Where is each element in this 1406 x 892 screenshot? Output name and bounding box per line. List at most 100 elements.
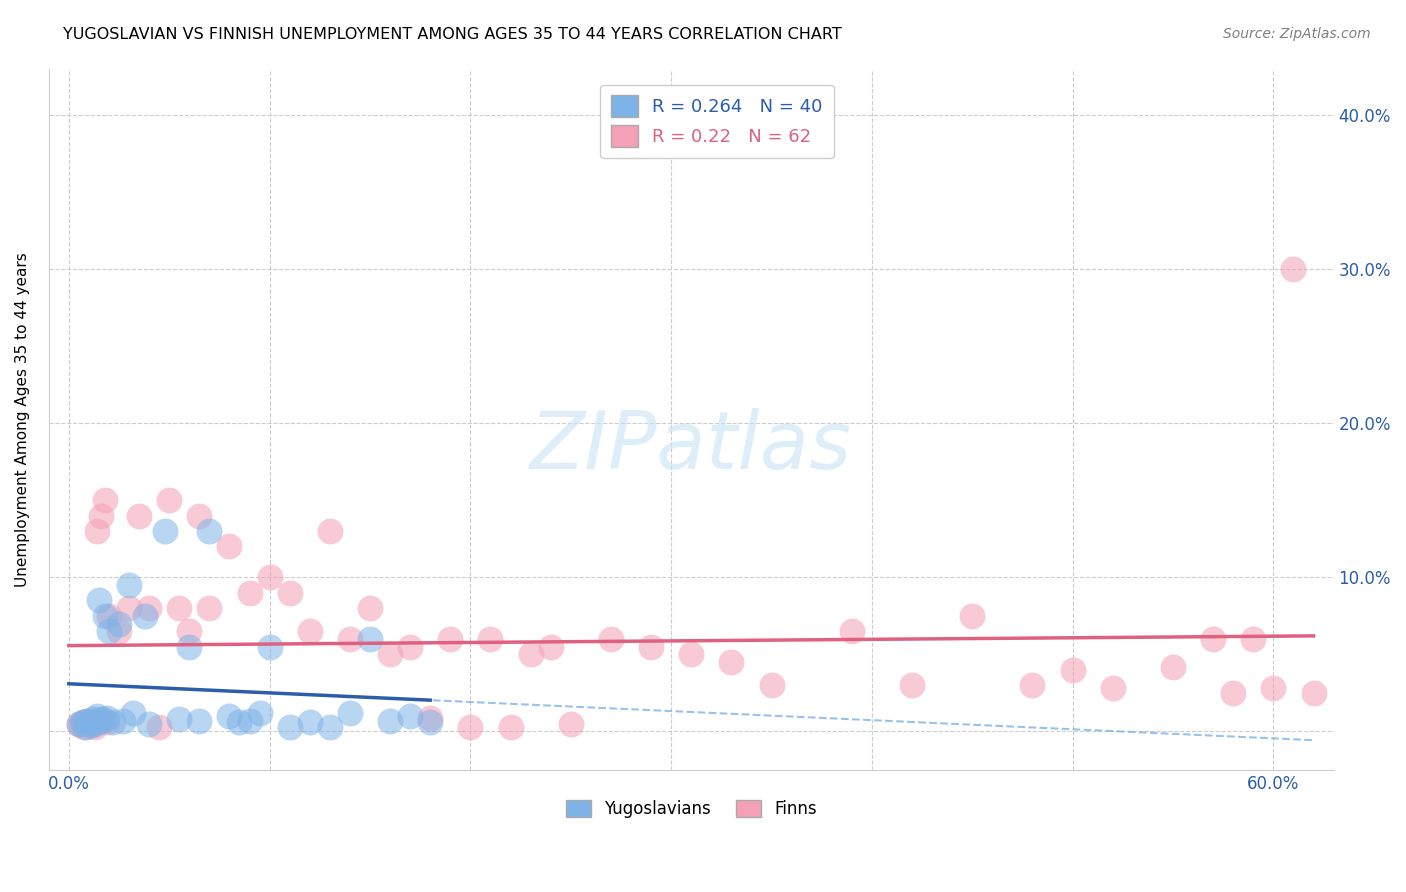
Point — [94, 608, 117, 623]
Point — [91, 714, 114, 728]
Point — [167, 601, 190, 615]
Point — [761, 678, 783, 692]
Point — [179, 624, 201, 639]
Point — [841, 624, 863, 639]
Text: Source: ZipAtlas.com: Source: ZipAtlas.com — [1223, 27, 1371, 41]
Point — [278, 585, 301, 599]
Point — [67, 716, 90, 731]
Point — [339, 632, 361, 646]
Point — [179, 640, 201, 654]
Point — [167, 712, 190, 726]
Point — [519, 648, 541, 662]
Point — [319, 720, 342, 734]
Point — [96, 710, 118, 724]
Point — [101, 715, 124, 730]
Point — [439, 632, 461, 646]
Point — [1282, 262, 1305, 277]
Point — [238, 585, 260, 599]
Point — [86, 524, 108, 538]
Point — [1161, 659, 1184, 673]
Point — [419, 710, 441, 724]
Text: YUGOSLAVIAN VS FINNISH UNEMPLOYMENT AMONG AGES 35 TO 44 YEARS CORRELATION CHART: YUGOSLAVIAN VS FINNISH UNEMPLOYMENT AMON… — [63, 27, 842, 42]
Point — [122, 706, 145, 720]
Point — [118, 601, 141, 615]
Point — [138, 716, 160, 731]
Legend: Yugoslavians, Finns: Yugoslavians, Finns — [560, 793, 824, 825]
Point — [80, 718, 103, 732]
Point — [1263, 681, 1285, 696]
Point — [339, 706, 361, 720]
Point — [259, 570, 281, 584]
Point — [218, 709, 240, 723]
Point — [157, 493, 180, 508]
Point — [82, 715, 104, 730]
Point — [91, 712, 114, 726]
Point — [278, 720, 301, 734]
Point — [540, 640, 562, 654]
Point — [378, 648, 401, 662]
Point — [98, 624, 121, 639]
Point — [640, 640, 662, 654]
Text: ZIPatlas: ZIPatlas — [530, 409, 852, 486]
Point — [134, 608, 156, 623]
Point — [1062, 663, 1084, 677]
Point — [479, 632, 502, 646]
Point — [560, 716, 582, 731]
Point — [378, 714, 401, 728]
Point — [86, 709, 108, 723]
Point — [153, 524, 176, 538]
Point — [198, 601, 221, 615]
Point — [399, 709, 422, 723]
Point — [70, 718, 93, 732]
Point — [218, 540, 240, 554]
Point — [298, 715, 321, 730]
Point — [1302, 686, 1324, 700]
Point — [76, 714, 98, 728]
Point — [84, 716, 107, 731]
Point — [112, 714, 135, 728]
Point — [1101, 681, 1123, 696]
Point — [72, 715, 94, 730]
Point — [94, 493, 117, 508]
Point — [82, 712, 104, 726]
Point — [1241, 632, 1264, 646]
Point — [87, 593, 110, 607]
Point — [138, 601, 160, 615]
Point — [188, 714, 211, 728]
Point — [460, 720, 482, 734]
Point — [681, 648, 703, 662]
Point — [76, 714, 98, 728]
Point — [73, 720, 96, 734]
Point — [359, 601, 381, 615]
Point — [108, 624, 131, 639]
Point — [72, 715, 94, 730]
Y-axis label: Unemployment Among Ages 35 to 44 years: Unemployment Among Ages 35 to 44 years — [15, 252, 30, 587]
Point — [128, 508, 150, 523]
Point — [1021, 678, 1043, 692]
Point — [90, 508, 112, 523]
Point — [720, 655, 742, 669]
Point — [148, 720, 170, 734]
Point — [98, 608, 121, 623]
Point — [419, 715, 441, 730]
Point — [77, 715, 100, 730]
Point — [90, 714, 112, 728]
Point — [359, 632, 381, 646]
Point — [118, 578, 141, 592]
Point — [962, 608, 984, 623]
Point — [73, 720, 96, 734]
Point — [108, 616, 131, 631]
Point — [249, 706, 271, 720]
Point — [399, 640, 422, 654]
Point — [499, 720, 522, 734]
Point — [198, 524, 221, 538]
Point — [228, 715, 250, 730]
Point — [238, 714, 260, 728]
Point — [188, 508, 211, 523]
Point — [298, 624, 321, 639]
Point — [1202, 632, 1225, 646]
Point — [96, 715, 118, 730]
Point — [67, 716, 90, 731]
Point — [77, 716, 100, 731]
Point — [1222, 686, 1244, 700]
